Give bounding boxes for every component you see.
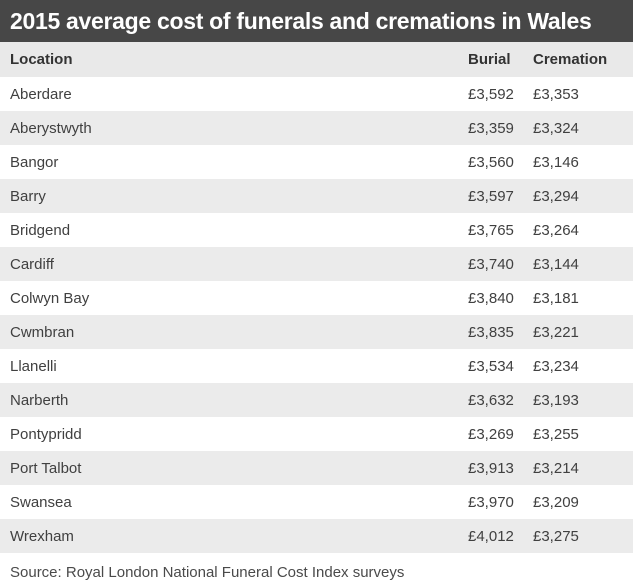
cell-burial: £3,835: [468, 323, 514, 341]
cell-cremation: £3,221: [533, 323, 579, 341]
table-row: Colwyn Bay £3,840 £3,181: [0, 281, 633, 315]
table-row: Swansea £3,970 £3,209: [0, 485, 633, 519]
page-title: 2015 average cost of funerals and cremat…: [10, 8, 592, 34]
table-row: Llanelli £3,534 £3,234: [0, 349, 633, 383]
cost-table: Location Burial Cremation Aberdare £3,592…: [0, 42, 633, 553]
cell-burial: £3,740: [468, 255, 514, 273]
cell-location: Port Talbot: [10, 459, 82, 477]
cell-location: Bridgend: [10, 221, 71, 239]
cell-cremation: £3,209: [533, 493, 579, 511]
table-row: Cwmbran £3,835 £3,221: [0, 315, 633, 349]
title-bar: 2015 average cost of funerals and cremat…: [0, 0, 633, 42]
cell-cremation: £3,214: [533, 459, 579, 477]
table-header-row: Location Burial Cremation: [0, 42, 633, 77]
cell-location: Wrexham: [10, 527, 74, 545]
cell-cremation: £3,255: [533, 425, 579, 443]
table-row: Wrexham £4,012 £3,275: [0, 519, 633, 553]
cell-location: Swansea: [10, 493, 72, 511]
table-body: Aberdare £3,592 £3,353 Aberystwyth £3,359 £3,…: [0, 77, 633, 553]
cell-burial: £3,597: [468, 187, 514, 205]
table-row: Barry £3,597 £3,294: [0, 179, 633, 213]
cell-cremation: £3,146: [533, 153, 579, 171]
table-row: Aberystwyth £3,359 £3,324: [0, 111, 633, 145]
cell-burial: £3,765: [468, 221, 514, 239]
cell-burial: £3,560: [468, 153, 514, 171]
cell-cremation: £3,324: [533, 119, 579, 137]
cell-location: Barry: [10, 187, 46, 205]
cell-location: Colwyn Bay: [10, 289, 90, 307]
column-header-location: Location: [0, 42, 468, 77]
cell-cremation: £3,181: [533, 289, 579, 307]
table-row: Bangor £3,560 £3,146: [0, 145, 633, 179]
cell-burial: £3,632: [468, 391, 514, 409]
cell-cremation: £3,264: [533, 221, 579, 239]
cell-burial: £3,269: [468, 425, 514, 443]
source-note: Source: Royal London National Funeral Co…: [10, 564, 405, 581]
table-row: Bridgend £3,765 £3,264: [0, 213, 633, 247]
cell-location: Bangor: [10, 153, 59, 171]
cell-location: Aberystwyth: [10, 119, 92, 137]
cell-burial: £3,592: [468, 85, 514, 103]
cell-cremation: £3,234: [533, 357, 579, 375]
cell-burial: £3,913: [468, 459, 514, 477]
cell-burial: £3,970: [468, 493, 514, 511]
cell-burial: £4,012: [468, 527, 514, 545]
cell-location: Pontypridd: [10, 425, 82, 443]
cell-location: Narberth: [10, 391, 69, 409]
table-row: Cardiff £3,740 £3,144: [0, 247, 633, 281]
cell-cremation: £3,144: [533, 255, 579, 273]
cell-burial: £3,359: [468, 119, 514, 137]
column-header-cremation: Cremation: [533, 42, 633, 77]
table-row: Pontypridd £3,269 £3,255: [0, 417, 633, 451]
table-row: Aberdare £3,592 £3,353: [0, 77, 633, 111]
column-header-burial: Burial: [468, 42, 533, 77]
table-row: Narberth £3,632 £3,193: [0, 383, 633, 417]
cell-cremation: £3,294: [533, 187, 579, 205]
cell-location: Aberdare: [10, 85, 72, 103]
cell-location: Cwmbran: [10, 323, 75, 341]
cell-cremation: £3,353: [533, 85, 579, 103]
cell-burial: £3,840: [468, 289, 514, 307]
cell-burial: £3,534: [468, 357, 514, 375]
cell-cremation: £3,275: [533, 527, 579, 545]
cell-location: Llanelli: [10, 357, 57, 375]
cell-location: Cardiff: [10, 255, 54, 273]
cell-cremation: £3,193: [533, 391, 579, 409]
table-row: Port Talbot £3,913 £3,214: [0, 451, 633, 485]
